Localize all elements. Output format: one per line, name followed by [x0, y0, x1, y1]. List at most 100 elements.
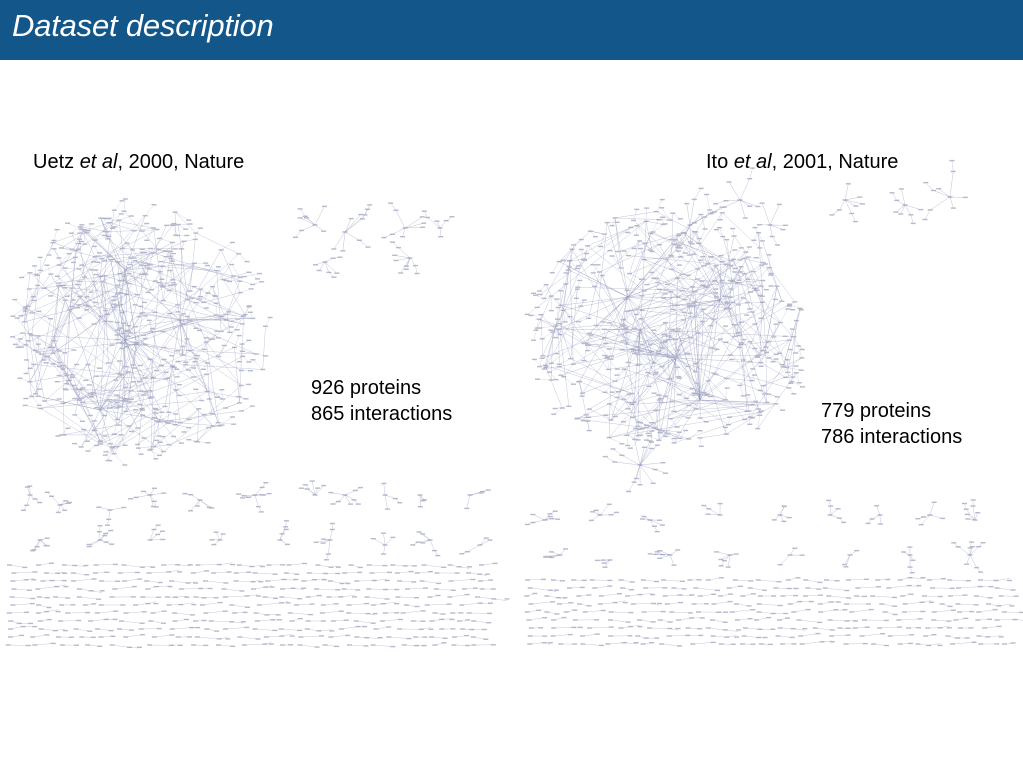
network-node: [826, 595, 832, 597]
network-edge: [34, 643, 54, 646]
network-node: [57, 361, 63, 364]
network-node: [279, 635, 285, 637]
network-edge: [138, 306, 141, 317]
network-edge: [680, 224, 691, 249]
network-edge: [769, 204, 780, 226]
network-node: [733, 603, 739, 605]
network-edge: [949, 171, 954, 198]
network-node: [203, 612, 209, 614]
network-edge: [167, 369, 177, 379]
network-node: [48, 295, 54, 297]
network-edge: [78, 242, 128, 270]
network-node: [86, 545, 92, 548]
network-node: [196, 298, 202, 300]
network-node: [421, 644, 427, 647]
network-node: [777, 352, 783, 354]
network-node: [657, 619, 663, 621]
network-node: [31, 549, 37, 551]
network-node: [759, 202, 765, 204]
network-node: [464, 634, 469, 637]
network-node: [297, 629, 303, 632]
network-edge: [634, 240, 640, 249]
network-node: [36, 351, 41, 353]
network-node: [189, 614, 195, 616]
network-edge: [621, 455, 641, 466]
network-edge: [669, 291, 672, 340]
network-node: [635, 439, 641, 441]
network-node: [673, 338, 679, 341]
network-edge: [766, 352, 774, 362]
network-node: [240, 355, 246, 357]
network-node: [686, 438, 692, 440]
network-node: [449, 618, 455, 621]
network-node: [215, 355, 221, 358]
network-node: [970, 499, 976, 501]
network-edge: [562, 310, 566, 322]
network-node: [587, 230, 593, 232]
network-edge: [114, 200, 123, 211]
network-edge: [124, 339, 154, 379]
network-node: [79, 420, 85, 422]
network-node: [740, 643, 745, 645]
network-node: [614, 374, 620, 376]
network-edge: [422, 580, 439, 584]
network-edge: [124, 339, 151, 399]
network-node: [530, 513, 536, 516]
network-node: [330, 620, 336, 622]
network-node: [447, 564, 453, 566]
network-edge: [699, 399, 753, 405]
network-node: [27, 272, 33, 274]
network-node: [941, 578, 946, 580]
network-node: [537, 365, 542, 368]
network-node: [417, 506, 423, 508]
network-node: [478, 492, 484, 494]
network-node: [675, 250, 681, 252]
network-edge: [71, 287, 138, 295]
network-node: [151, 636, 157, 638]
network-node: [719, 261, 725, 263]
network-node: [216, 266, 221, 268]
network-edge: [558, 230, 591, 262]
network-edge: [59, 504, 65, 511]
network-node: [65, 612, 71, 614]
network-node: [805, 608, 811, 611]
network-edge: [606, 357, 618, 370]
network-node: [577, 380, 582, 383]
network-node: [365, 246, 371, 248]
network-node: [758, 361, 764, 364]
network-node: [142, 262, 148, 264]
network-node: [89, 396, 95, 398]
network-edge: [258, 506, 262, 513]
network-node: [588, 334, 594, 336]
network-node: [84, 309, 89, 311]
network-edge: [624, 290, 683, 330]
network-node: [975, 619, 981, 621]
network-node: [172, 211, 178, 213]
network-edge: [13, 571, 35, 574]
network-node: [331, 276, 337, 278]
network-edge: [53, 352, 65, 365]
network-node: [684, 202, 690, 205]
network-node: [224, 313, 230, 315]
network-node: [37, 407, 43, 410]
network-edge: [697, 321, 703, 334]
network-edge: [220, 249, 241, 293]
network-edge: [349, 644, 366, 647]
network-node: [698, 445, 704, 447]
network-node: [641, 290, 647, 292]
network-node: [768, 272, 774, 275]
network-node: [662, 587, 668, 589]
network-node: [573, 297, 579, 299]
network-node: [137, 646, 142, 648]
network-node: [661, 579, 666, 581]
network-edge: [109, 400, 202, 409]
network-edge: [165, 378, 180, 385]
network-edge: [29, 309, 71, 382]
network-node: [152, 487, 157, 489]
network-node: [1018, 611, 1023, 614]
network-node: [324, 559, 329, 561]
network-node: [326, 596, 332, 598]
network-node: [585, 420, 591, 422]
network-edge: [637, 353, 758, 357]
network-edge: [637, 353, 663, 367]
